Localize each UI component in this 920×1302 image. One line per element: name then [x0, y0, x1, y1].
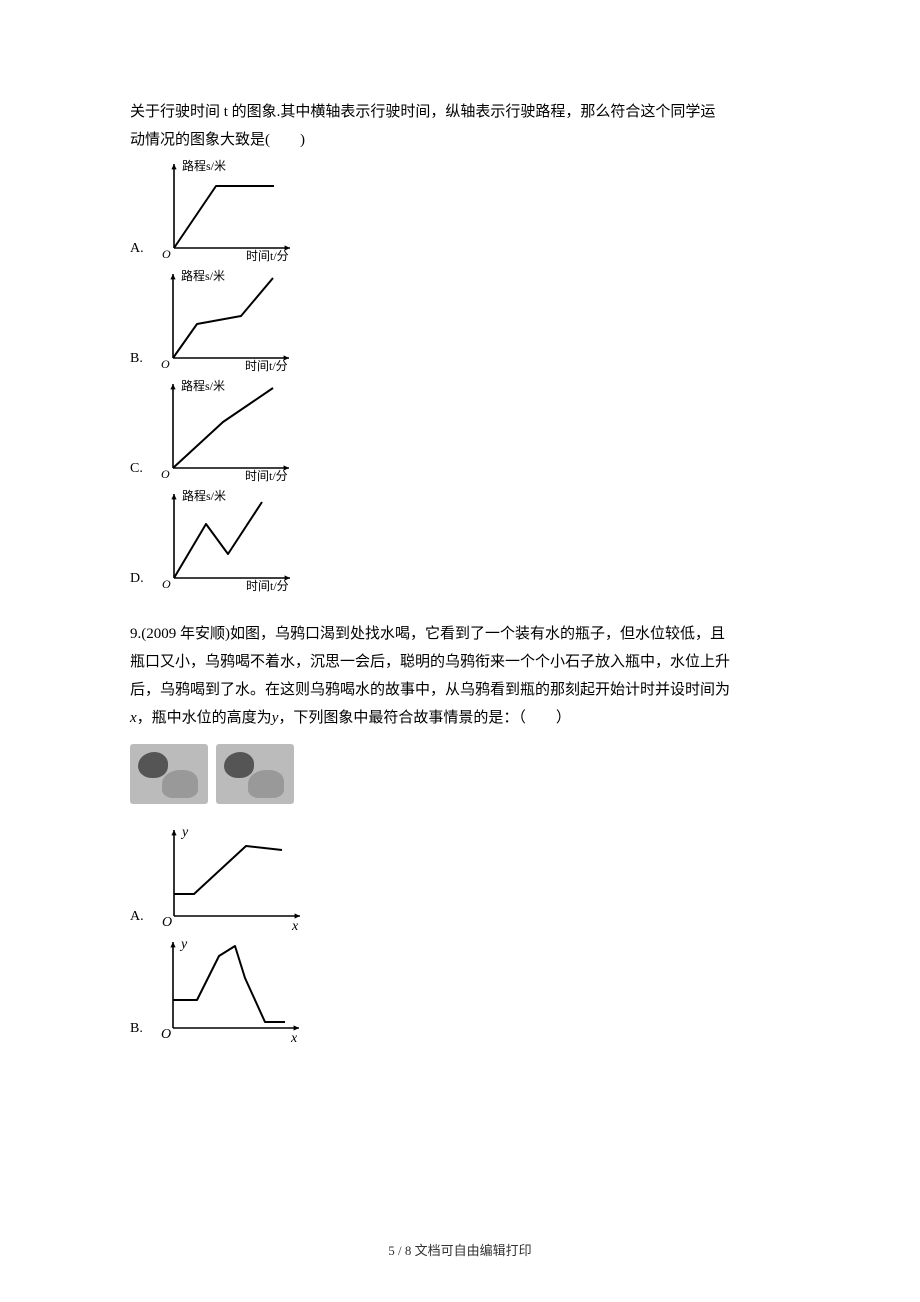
q9-line-3: 后，乌鸦喝到了水。在这则乌鸦喝水的故事中，从乌鸦看到瓶的那刻起开始计时并设时间为 [130, 678, 800, 702]
svg-text:x: x [291, 919, 299, 932]
crow-image-1 [130, 744, 208, 804]
q9-line-1: 9.(2009 年安顺)如图，乌鸦口渴到处找水喝，它看到了一个装有水的瓶子，但水… [130, 622, 800, 646]
svg-text:时间t/分: 时间t/分 [246, 579, 289, 593]
svg-text:路程s/米: 路程s/米 [181, 268, 225, 283]
q9-option-a[interactable]: A. y x O [130, 822, 800, 932]
svg-text:O: O [161, 467, 170, 481]
q8-option-b[interactable]: B. 路程s/米时间t/分 O [130, 266, 800, 374]
svg-text:y: y [180, 825, 189, 840]
svg-text:路程s/米: 路程s/米 [182, 488, 226, 503]
svg-text:时间t/分: 时间t/分 [245, 469, 288, 483]
q9-graph-b: y x O [145, 934, 305, 1044]
q8-graph-d: 路程s/米时间t/分 O [146, 486, 296, 594]
footer-text: 文档可自由编辑打印 [415, 1243, 532, 1258]
option-label: B. [130, 1018, 143, 1044]
svg-text:O: O [162, 577, 171, 591]
q9-line-4: x，瓶中水位的高度为y，下列图象中最符合故事情景的是：（ ） [130, 706, 800, 730]
crow-illustrations [130, 744, 800, 804]
option-label: A. [130, 238, 144, 264]
svg-text:O: O [161, 1027, 171, 1042]
q8-option-a[interactable]: A. 路程s/米时间t/分 O [130, 156, 800, 264]
option-label: D. [130, 568, 144, 594]
option-label: C. [130, 458, 143, 484]
crow-image-2 [216, 744, 294, 804]
q9-option-b[interactable]: B. y x O [130, 934, 800, 1044]
option-label: B. [130, 348, 143, 374]
svg-text:路程s/米: 路程s/米 [182, 158, 226, 173]
svg-text:路程s/米: 路程s/米 [181, 378, 225, 393]
intro-line-2: 动情况的图象大致是( ) [130, 128, 800, 152]
svg-text:y: y [179, 937, 188, 952]
svg-text:x: x [290, 1031, 298, 1044]
svg-text:O: O [162, 915, 172, 930]
svg-text:O: O [162, 247, 171, 261]
q8-graph-b: 路程s/米时间t/分 O [145, 266, 295, 374]
page-footer: 5 / 8 文档可自由编辑打印 [0, 1241, 920, 1262]
svg-text:时间t/分: 时间t/分 [245, 359, 288, 373]
q8-graph-c: 路程s/米时间t/分 O [145, 376, 295, 484]
intro-line-1: 关于行驶时间 t 的图象.其中横轴表示行驶时间，纵轴表示行驶路程，那么符合这个同… [130, 100, 800, 124]
q9-graph-a: y x O [146, 822, 306, 932]
svg-text:时间t/分: 时间t/分 [246, 249, 289, 263]
option-label: A. [130, 906, 144, 932]
q8-option-d[interactable]: D. 路程s/米时间t/分 O [130, 486, 800, 594]
q8-option-c[interactable]: C. 路程s/米时间t/分 O [130, 376, 800, 484]
page-number: 5 / 8 [388, 1243, 411, 1258]
question-9: 9.(2009 年安顺)如图，乌鸦口渴到处找水喝，它看到了一个装有水的瓶子，但水… [130, 622, 800, 1044]
svg-text:O: O [161, 357, 170, 371]
q8-graph-a: 路程s/米时间t/分 O [146, 156, 296, 264]
q9-line-2: 瓶口又小，乌鸦喝不着水，沉思一会后，聪明的乌鸦衔来一个个小石子放入瓶中，水位上升 [130, 650, 800, 674]
